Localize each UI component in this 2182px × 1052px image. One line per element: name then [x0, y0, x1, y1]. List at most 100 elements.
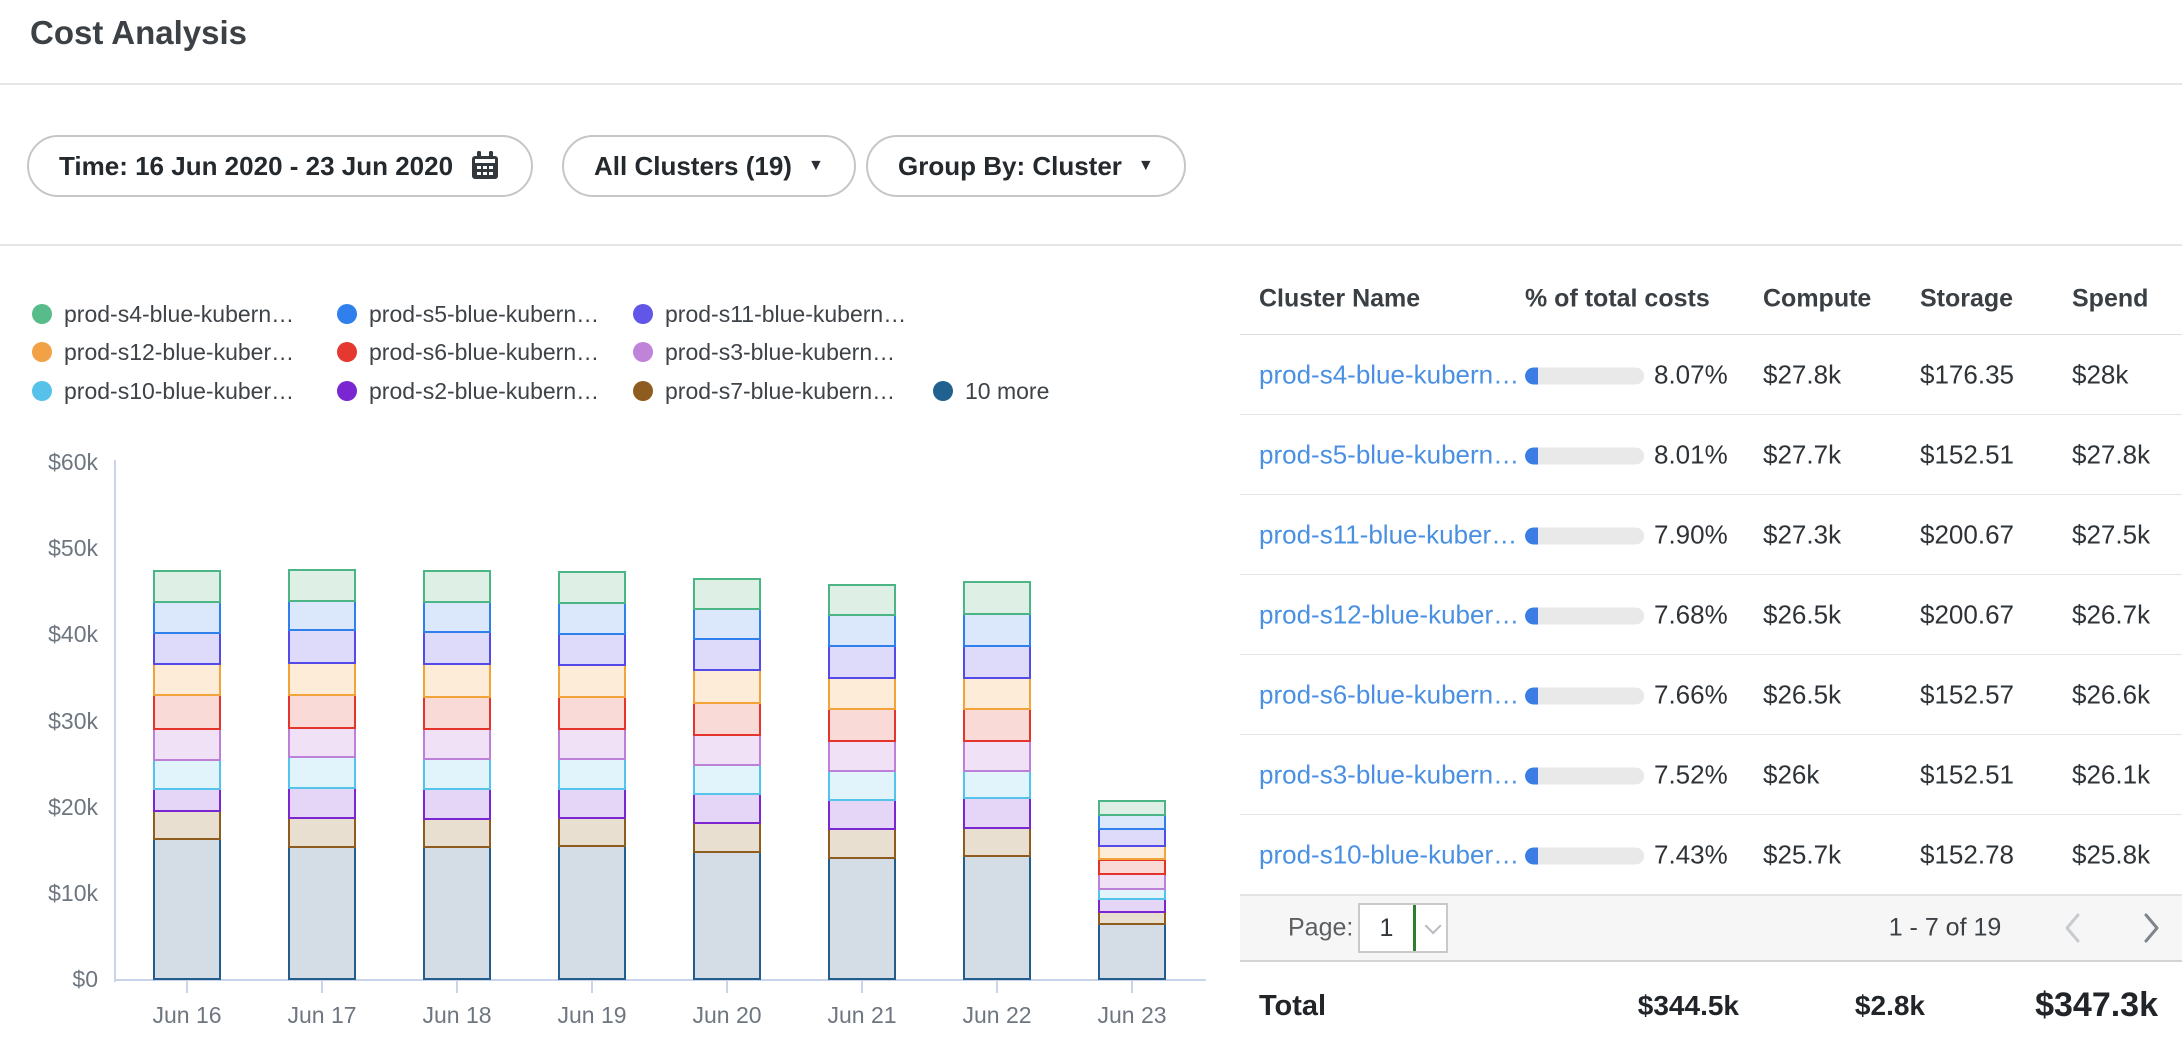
- bar-segment[interactable]: [558, 787, 626, 820]
- bar-segment[interactable]: [558, 663, 626, 698]
- legend-item[interactable]: prod-s5-blue-kubern…: [337, 301, 599, 327]
- bar-segment[interactable]: [153, 728, 221, 761]
- bar-segment[interactable]: [693, 578, 761, 610]
- bar-segment[interactable]: [288, 693, 356, 729]
- bar-segment[interactable]: [963, 769, 1031, 800]
- bar-segment[interactable]: [963, 676, 1031, 710]
- bar-segment[interactable]: [1098, 799, 1166, 816]
- bar-segment[interactable]: [153, 693, 221, 731]
- time-range-filter[interactable]: Time: 16 Jun 2020 - 23 Jun 2020: [27, 135, 534, 197]
- bar-segment[interactable]: [963, 612, 1031, 647]
- legend-item[interactable]: prod-s4-blue-kubern…: [32, 301, 294, 327]
- bar-segment[interactable]: [693, 733, 761, 766]
- bar-segment[interactable]: [558, 817, 626, 847]
- bar-segment[interactable]: [828, 739, 896, 772]
- bar-segment[interactable]: [558, 695, 626, 730]
- bar-segment[interactable]: [423, 631, 491, 665]
- bar-segment[interactable]: [1098, 911, 1166, 926]
- bar-segment[interactable]: [153, 662, 221, 696]
- bar-segment[interactable]: [1098, 923, 1166, 980]
- bar-segment[interactable]: [288, 817, 356, 848]
- bar-segment[interactable]: [288, 726, 356, 758]
- bar-segment[interactable]: [693, 607, 761, 640]
- bar-segment[interactable]: [288, 786, 356, 820]
- bar-segment[interactable]: [153, 837, 221, 980]
- bar-segment[interactable]: [963, 644, 1031, 679]
- bar-segment[interactable]: [153, 758, 221, 790]
- bar-segment[interactable]: [153, 810, 221, 840]
- legend-item[interactable]: prod-s11-blue-kubern…: [633, 301, 906, 327]
- bar-segment[interactable]: [558, 632, 626, 666]
- bar-segment[interactable]: [1098, 873, 1166, 890]
- bar-segment[interactable]: [828, 856, 896, 980]
- bar-segment[interactable]: [1098, 858, 1166, 876]
- cluster-name-link[interactable]: prod-s5-blue-kubern…: [1259, 439, 1520, 469]
- legend-item[interactable]: prod-s7-blue-kubern…: [633, 378, 895, 404]
- cluster-name-link[interactable]: prod-s10-blue-kuber…: [1259, 839, 1520, 869]
- bar-segment[interactable]: [828, 676, 896, 710]
- legend-item[interactable]: prod-s10-blue-kuber…: [32, 378, 294, 404]
- page-select[interactable]: 1: [1358, 903, 1448, 953]
- bar-segment[interactable]: [423, 600, 491, 634]
- bar-segment[interactable]: [558, 601, 626, 635]
- bar-segment[interactable]: [423, 787, 491, 820]
- bar-segment[interactable]: [1098, 844, 1166, 861]
- bar-segment[interactable]: [828, 613, 896, 647]
- bar-segment[interactable]: [963, 826, 1031, 858]
- group-by-filter[interactable]: Group By: Cluster ▼: [866, 135, 1186, 197]
- cluster-name-link[interactable]: prod-s11-blue-kuber…: [1259, 519, 1518, 549]
- legend-item[interactable]: prod-s3-blue-kubern…: [633, 339, 895, 365]
- bar-segment[interactable]: [828, 583, 896, 616]
- bar-segment[interactable]: [963, 707, 1031, 742]
- bar-segment[interactable]: [828, 707, 896, 742]
- cluster-name-link[interactable]: prod-s12-blue-kuber…: [1259, 599, 1520, 629]
- bar-segment[interactable]: [828, 828, 896, 859]
- bar-segment[interactable]: [828, 799, 896, 831]
- clusters-filter[interactable]: All Clusters (19) ▼: [562, 135, 856, 197]
- legend-item[interactable]: prod-s12-blue-kuber…: [32, 339, 294, 365]
- bar-segment[interactable]: [693, 668, 761, 704]
- bar-segment[interactable]: [1098, 828, 1166, 847]
- bar-segment[interactable]: [423, 727, 491, 760]
- bar-segment[interactable]: [288, 845, 356, 980]
- bar-segment[interactable]: [288, 662, 356, 696]
- bar-segment[interactable]: [828, 769, 896, 802]
- bar-segment[interactable]: [558, 727, 626, 760]
- bar-segment[interactable]: [423, 845, 491, 980]
- bar-segment[interactable]: [423, 818, 491, 848]
- bar-segment[interactable]: [693, 701, 761, 736]
- bar-segment[interactable]: [693, 763, 761, 795]
- next-page-button[interactable]: [2136, 908, 2166, 948]
- bar-segment[interactable]: [423, 569, 491, 603]
- bar-segment[interactable]: [963, 739, 1031, 772]
- legend-item[interactable]: 10 more: [933, 378, 1049, 404]
- bar-segment[interactable]: [1098, 813, 1166, 831]
- bar-segment[interactable]: [693, 822, 761, 853]
- bar-segment[interactable]: [423, 662, 491, 698]
- bar-segment[interactable]: [963, 581, 1031, 615]
- bar-segment[interactable]: [153, 787, 221, 813]
- bar-segment[interactable]: [423, 757, 491, 790]
- bar-segment[interactable]: [693, 637, 761, 671]
- bar-segment[interactable]: [828, 644, 896, 679]
- cluster-name-link[interactable]: prod-s3-blue-kubern…: [1259, 759, 1520, 789]
- bar-segment[interactable]: [153, 569, 221, 603]
- bar-segment[interactable]: [963, 797, 1031, 829]
- bar-segment[interactable]: [153, 600, 221, 634]
- bar-segment[interactable]: [693, 793, 761, 825]
- cluster-name-link[interactable]: prod-s4-blue-kubern…: [1259, 359, 1520, 389]
- bar-segment[interactable]: [1098, 898, 1166, 914]
- legend-item[interactable]: prod-s6-blue-kubern…: [337, 339, 599, 365]
- bar-segment[interactable]: [693, 850, 761, 980]
- prev-page-button[interactable]: [2058, 908, 2088, 948]
- bar-segment[interactable]: [153, 631, 221, 665]
- bar-segment[interactable]: [288, 629, 356, 665]
- bar-segment[interactable]: [288, 600, 356, 632]
- bar-segment[interactable]: [558, 757, 626, 790]
- bar-segment[interactable]: [423, 695, 491, 730]
- bar-segment[interactable]: [963, 855, 1031, 980]
- bar-segment[interactable]: [558, 570, 626, 604]
- bar-segment[interactable]: [288, 755, 356, 789]
- bar-segment[interactable]: [288, 568, 356, 602]
- cluster-name-link[interactable]: prod-s6-blue-kubern…: [1259, 679, 1520, 709]
